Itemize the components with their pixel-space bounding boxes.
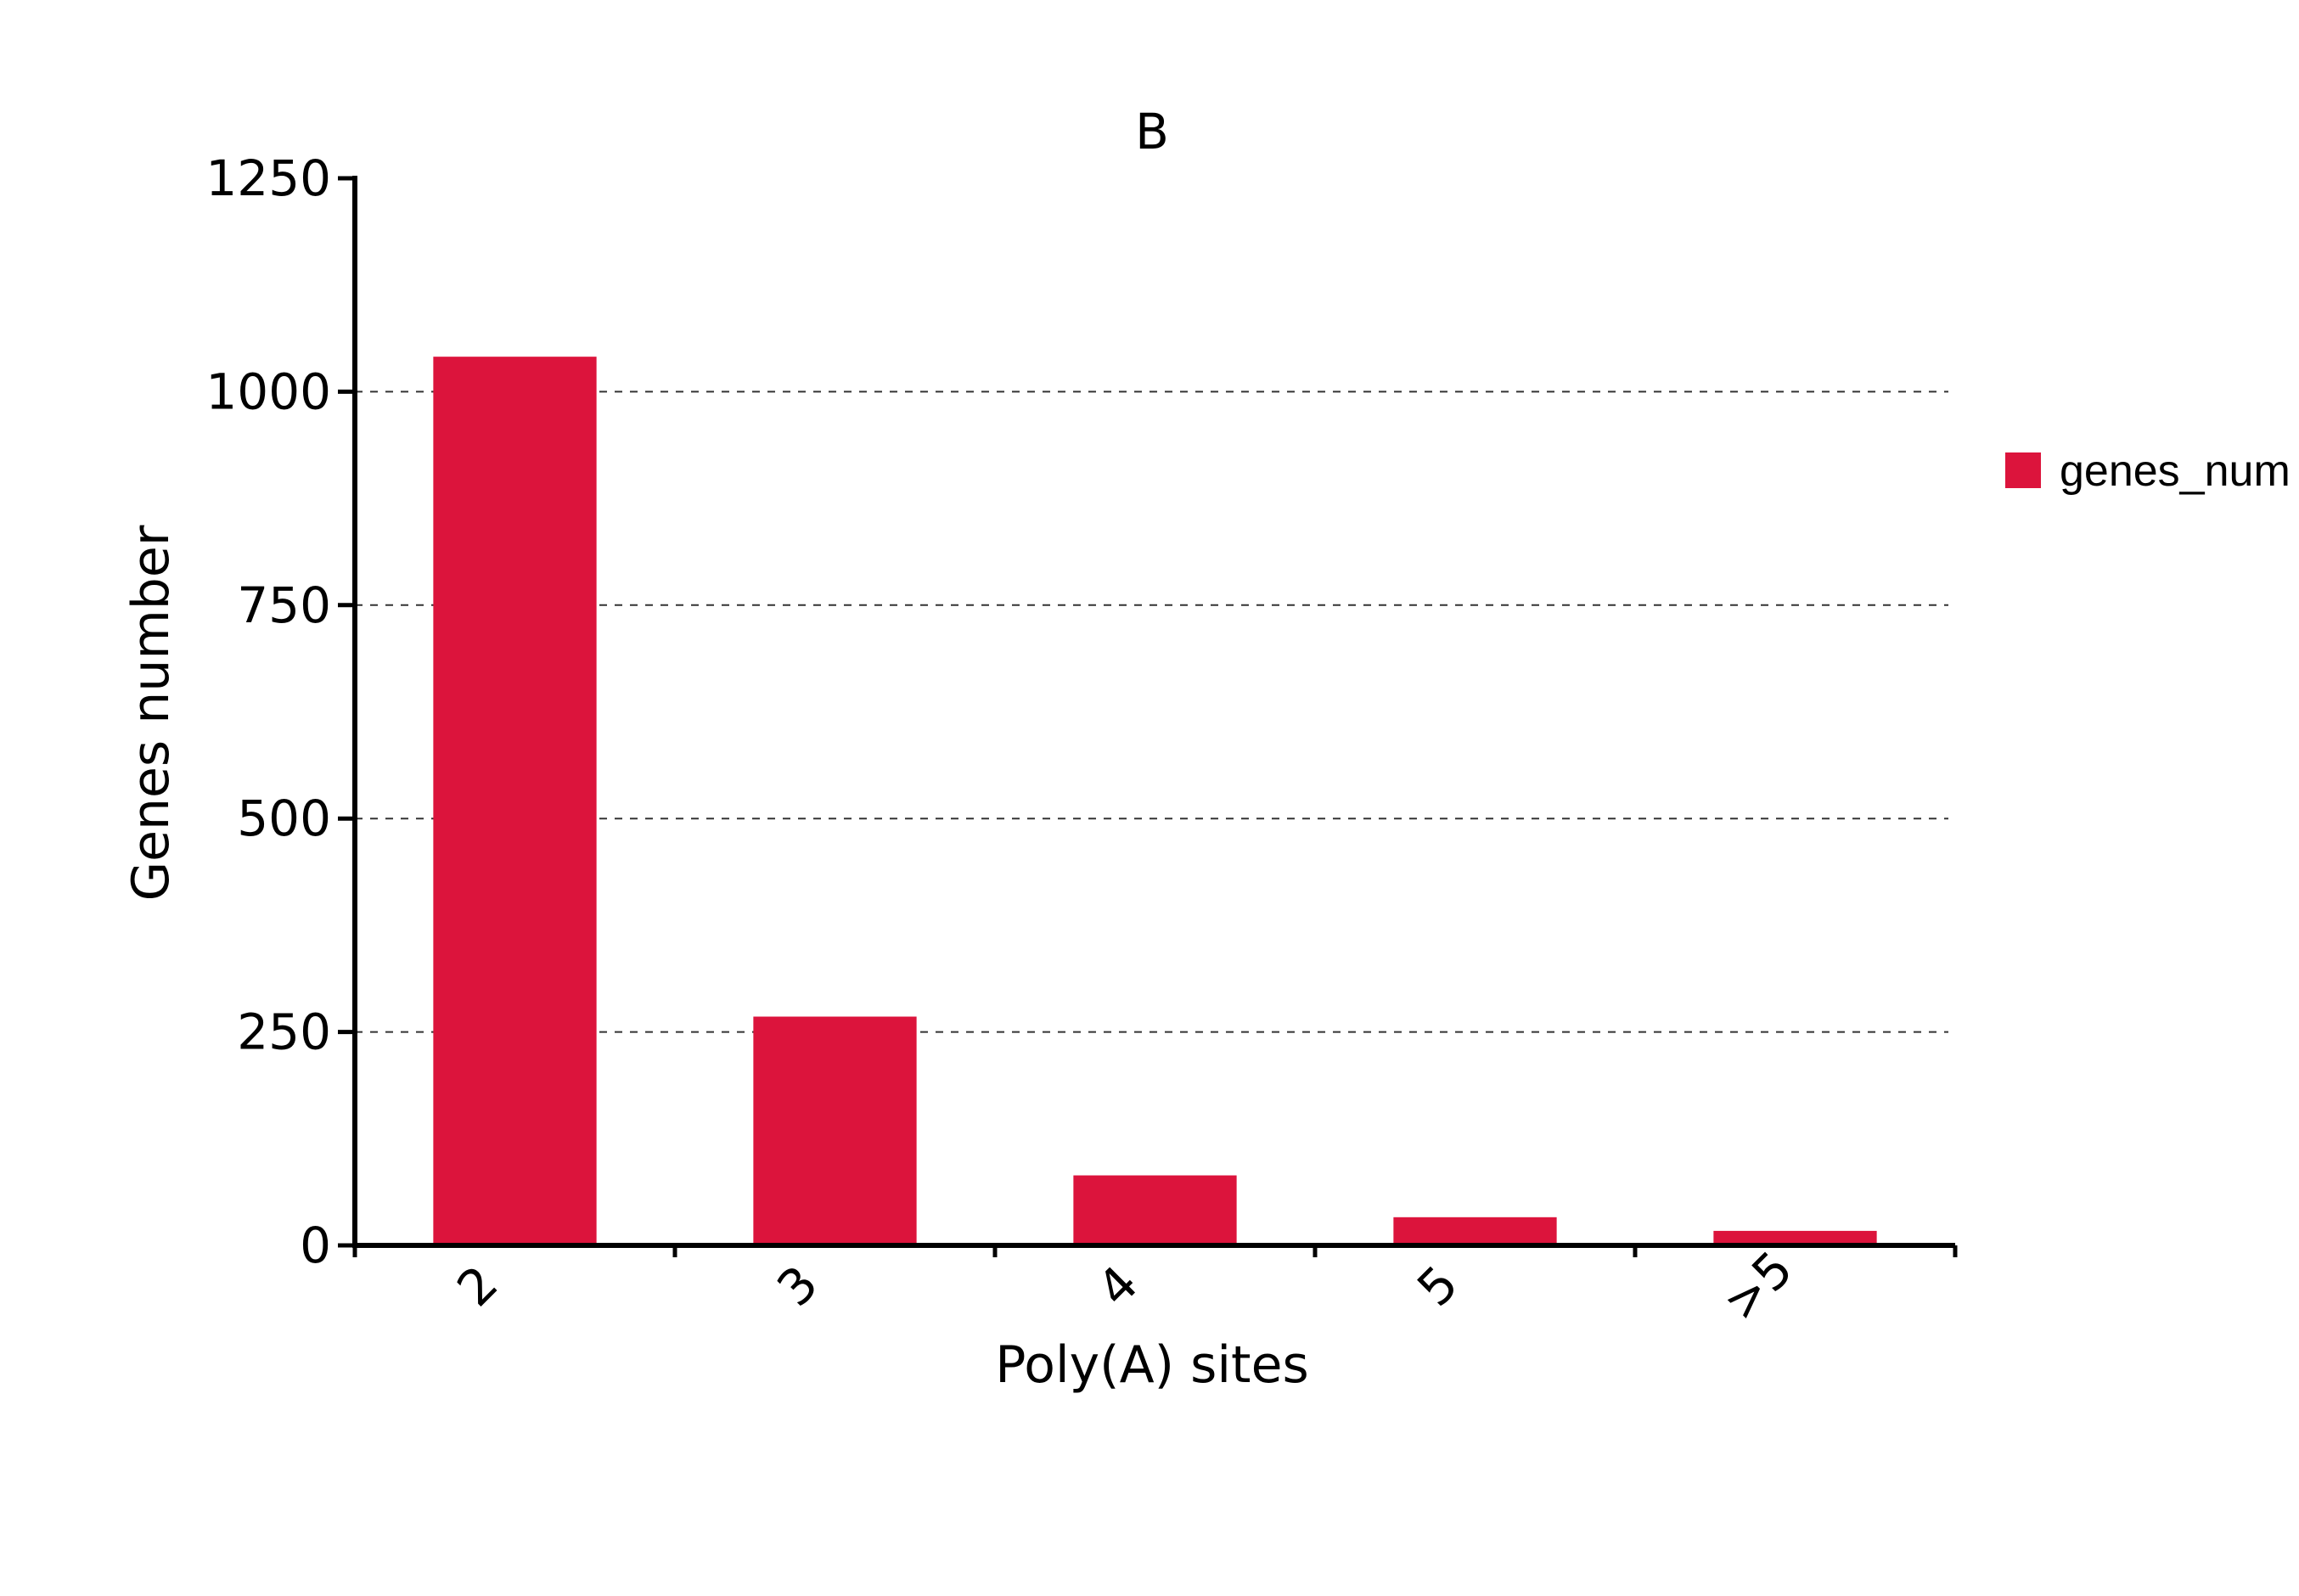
x-tick-label-2: 3 <box>766 1255 829 1318</box>
legend-swatch <box>2005 452 2041 488</box>
x-axis-ticks: 2 3 4 5 >5 <box>352 1240 1958 1333</box>
y-tick-label-500: 500 <box>237 790 331 847</box>
y-tick-label-250: 250 <box>237 1003 331 1061</box>
x-tick-label-3: 4 <box>1086 1255 1149 1318</box>
axes <box>352 176 1955 1248</box>
legend: genes_num <box>2005 447 2291 496</box>
bar-1 <box>433 357 597 1245</box>
y-axis-label: Genes number <box>121 525 181 901</box>
y-tick-label-1000: 1000 <box>205 362 331 420</box>
bar-4 <box>1393 1217 1557 1245</box>
chart-title: B <box>1135 103 1169 160</box>
bars <box>433 357 1877 1245</box>
bar-3 <box>1073 1175 1237 1245</box>
x-axis-label: Poly(A) sites <box>995 1335 1309 1395</box>
y-axis-ticks: 0 250 500 750 1000 1250 <box>205 149 355 1274</box>
bar-2 <box>753 1016 917 1245</box>
y-tick-label-0: 0 <box>300 1217 331 1274</box>
x-tick-label-5: >5 <box>1712 1240 1804 1333</box>
y-tick-label-750: 750 <box>237 576 331 634</box>
legend-label: genes_num <box>2060 447 2291 496</box>
x-tick-label-4: 5 <box>1406 1255 1469 1318</box>
y-tick-label-1250: 1250 <box>205 149 331 207</box>
gridlines <box>355 391 1948 1033</box>
x-tick-label-1: 2 <box>446 1255 509 1318</box>
bar-5 <box>1713 1230 1877 1245</box>
